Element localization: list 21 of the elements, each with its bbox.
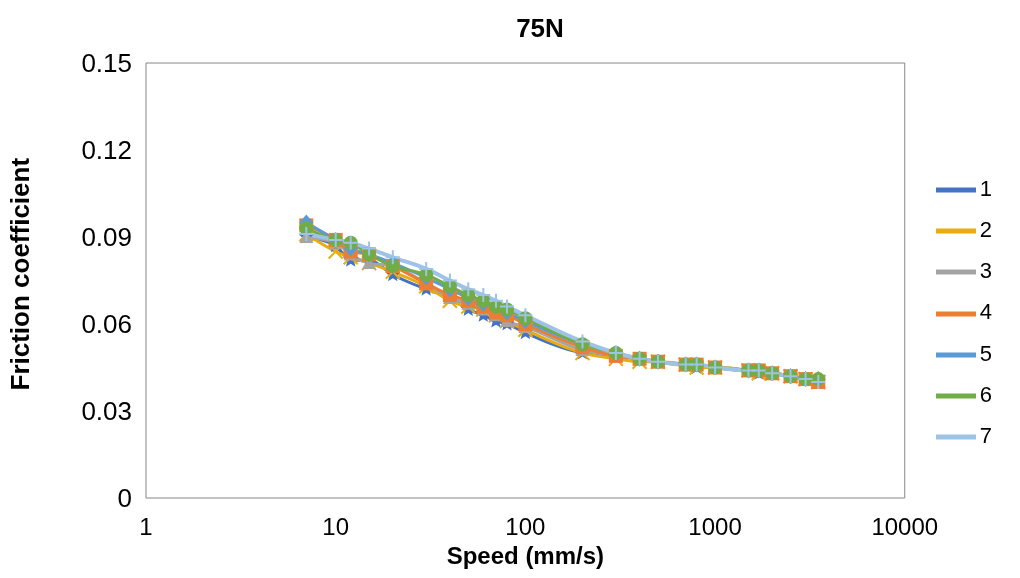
x-tick-label: 10 (322, 513, 350, 541)
chart-title: 75N (515, 12, 565, 45)
y-tick-label: 0.12 (81, 135, 132, 166)
legend-label: 1 (979, 175, 992, 201)
legend-label: 3 (979, 258, 992, 284)
legend-label: 4 (979, 299, 992, 325)
x-tick-label: 1 (139, 513, 153, 541)
legend-label: 6 (979, 381, 992, 407)
y-tick-label: 0 (117, 483, 132, 514)
legend-label: 5 (979, 340, 992, 366)
y-tick-label: 0.09 (81, 222, 132, 253)
legend-label: 2 (979, 217, 992, 243)
y-tick-label: 0.15 (81, 48, 132, 79)
x-tick-label: 100 (505, 513, 546, 541)
y-axis-title: Friction coefficient (5, 157, 36, 391)
legend-label: 7 (979, 422, 992, 448)
x-axis-title: Speed (mm/s) (446, 542, 605, 569)
y-tick-label: 0.03 (81, 396, 132, 427)
x-tick-label: 1000 (688, 513, 742, 541)
y-tick-label: 0.06 (81, 309, 132, 340)
x-tick-label: 10000 (871, 513, 939, 541)
